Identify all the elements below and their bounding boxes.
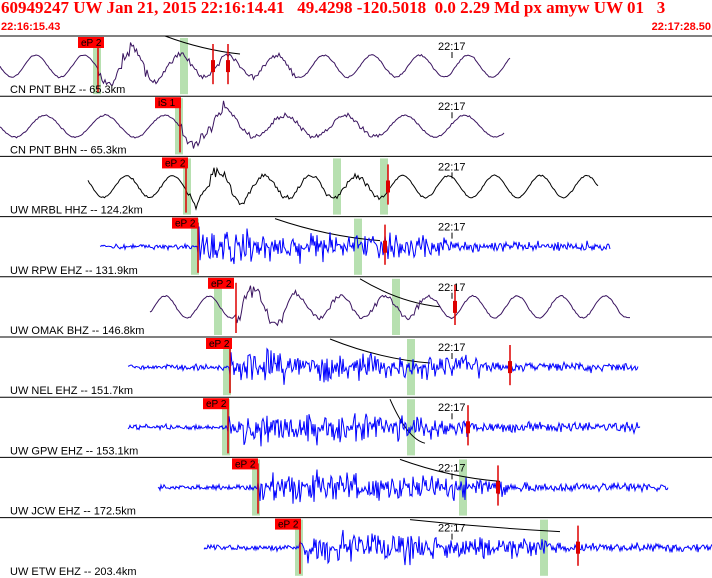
minute-marker-label: 22:17 [438,222,466,234]
phase-pick-label: eP 2 [235,459,256,470]
coda-window-bar [333,158,341,215]
minute-marker-label: 22:17 [438,402,466,414]
minute-marker-label: 22:17 [438,101,466,113]
phase-pick-label: eP 2 [175,219,196,230]
phase-pick-box[interactable] [206,338,232,349]
phase-pick-label: eP 2 [206,399,227,410]
trace-panel[interactable]: 22:17 eP 2 UW NEL EHZ -- 151.7km [0,336,712,397]
amplitude-mark [211,60,215,73]
minute-marker-label: 22:17 [438,282,466,294]
station-label: UW ETW EHZ -- 203.4km [10,566,137,578]
phase-pick-label: eP 2 [278,520,299,531]
station-label: CN PNT BHZ -- 65.3km [10,84,125,96]
end-time-label: 22:17:28.50 [651,21,711,33]
travel-time-curve [409,519,561,533]
trace-panel[interactable]: 22:17 eP 2 UW RPW EHZ -- 131.9km [0,216,712,277]
phase-pick-box[interactable] [78,37,104,48]
minute-marker-label: 22:17 [438,523,466,535]
station-label: UW JCW EHZ -- 172.5km [10,506,136,518]
amplitude-mark [386,180,390,193]
seismic-trace [149,285,630,327]
station-label: CN PNT BHN -- 65.3km [10,144,127,156]
seismic-trace [157,469,669,504]
phase-pick-box[interactable] [155,97,181,109]
coda-window-bar [295,519,303,576]
coda-window-bar [214,278,222,335]
travel-time-curve [329,338,431,364]
coda-window-bar [183,158,191,215]
phase-pick-box[interactable] [275,518,301,530]
station-label: UW NEL EHZ -- 151.7km [10,385,133,397]
trace-panel[interactable]: 22:17 iS 1 CN PNT BHN -- 65.3km [0,95,712,156]
travel-time-curve [359,278,441,308]
minute-marker-label: 22:17 [438,342,466,354]
minute-marker-label: 22:17 [438,462,466,474]
station-label: UW RPW EHZ -- 131.9km [10,265,138,277]
seismic-trace [0,100,505,149]
phase-pick-label: eP 2 [81,38,102,49]
station-label: UW OMAK BHZ -- 146.8km [10,325,144,337]
coda-window-bar [223,339,231,396]
phase-pick-label: iS 1 [158,98,176,109]
coda-window-bar [180,38,188,95]
coda-window-bar [407,339,415,396]
travel-time-curve [274,218,381,242]
amplitude-mark [383,240,387,253]
station-label: UW MRBL HHZ -- 124.2km [10,205,143,217]
amplitude-mark [576,541,580,554]
amplitude-mark [453,300,457,313]
trace-panel[interactable]: 22:17 eP 2 UW ETW EHZ -- 203.4km [0,517,712,578]
event-header-title: 60949247 UW Jan 21, 2015 22:16:14.41 49.… [1,0,666,17]
phase-pick-box[interactable] [232,458,258,470]
phase-pick-box[interactable] [208,277,234,289]
minute-marker-label: 22:17 [438,161,466,173]
seismic-trace [127,413,641,447]
phase-pick-label: eP 2 [209,339,230,350]
trace-panel[interactable]: 22:17 eP 2 UW JCW EHZ -- 172.5km [0,456,712,518]
trace-panel[interactable]: 22:17 eP 2 UW OMAK BHZ -- 146.8km [0,276,712,337]
phase-pick-label: eP 2 [165,158,186,169]
phase-pick-label: eP 2 [211,279,232,290]
travel-time-curve [389,398,426,444]
amplitude-mark [226,60,230,73]
trace-panel[interactable]: 22:17 eP 2 UW MRBL HHZ -- 124.2km [0,155,712,217]
coda-window-bar [380,158,388,215]
phase-pick-box[interactable] [172,217,198,229]
phase-pick-box[interactable] [162,157,188,169]
coda-window-bar [459,459,467,516]
coda-window-bar [93,38,101,95]
trace-panel[interactable]: 22:17 eP 2 CN PNT BHZ -- 65.3km [0,35,712,96]
seismic-trace [127,347,639,385]
amplitude-mark [466,421,470,434]
minute-marker-label: 22:17 [438,41,466,53]
coda-window-bar [175,98,183,155]
amplitude-mark [508,361,512,374]
seismic-trace [87,166,599,211]
travel-time-curve [164,35,241,55]
coda-window-bar [222,399,230,456]
station-label: UW GPW EHZ -- 153.1km [10,445,138,457]
travel-time-curve [399,458,501,482]
trace-panel[interactable]: 22:17 eP 2 UW GPW EHZ -- 153.1km [0,396,712,457]
amplitude-mark [496,481,500,494]
phase-pick-box[interactable] [203,398,229,410]
seismic-trace [99,226,611,265]
seismic-trace [203,529,712,566]
seismic-trace [0,42,511,86]
start-time-label: 22:16:15.43 [1,21,61,33]
